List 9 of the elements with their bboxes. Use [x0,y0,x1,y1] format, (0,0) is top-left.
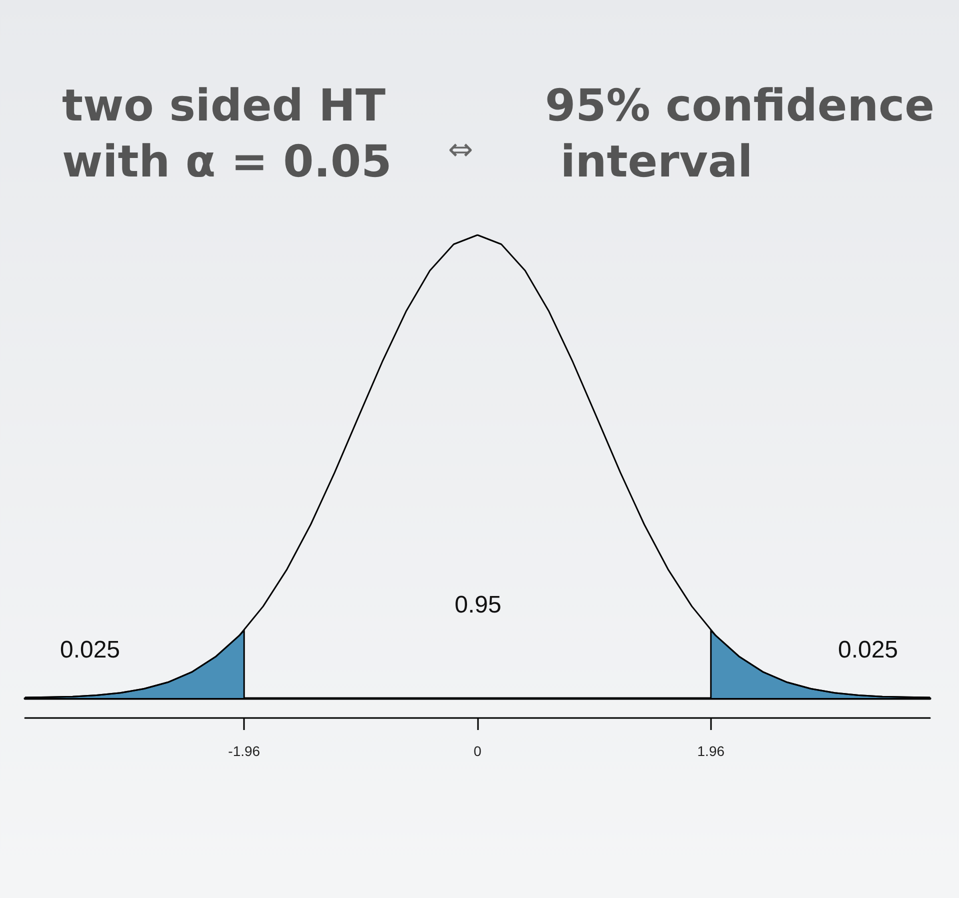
text: ⇔ [448,132,474,168]
text: 95% confidence interval [545,80,934,188]
text: two sided HT with α = 0.05 [62,80,401,188]
x-tick-label: 1.96 [697,743,725,759]
x-tick-label: -1.96 [228,743,260,759]
annotation: 0.025 [60,636,120,664]
annotation: 0.95 [454,592,502,618]
annotation: 0.025 [838,636,898,664]
x-tick-label: 0 [474,743,482,759]
